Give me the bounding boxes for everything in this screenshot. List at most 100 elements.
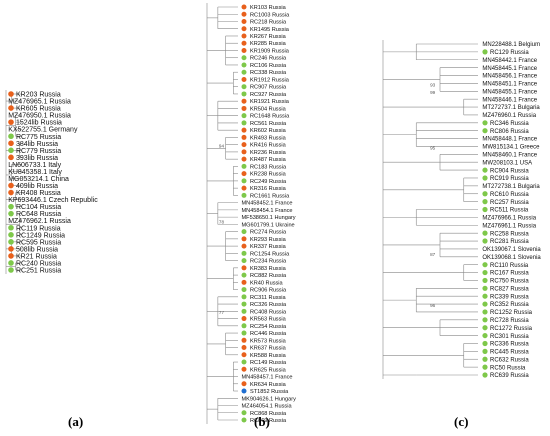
leaf-dot-green	[241, 287, 247, 293]
leaf-dot-green	[241, 192, 247, 198]
leaf-dot-green	[482, 317, 488, 323]
leaf-dot-green	[8, 224, 14, 231]
tree-panel-c: MN228488.1 Belgium RC129 Russia MN458442.1…	[382, 40, 541, 379]
leaf-label: RC779 Russia	[16, 148, 61, 155]
leaf-dot-green	[8, 239, 14, 245]
leaf-label: RC346 Russia	[490, 121, 529, 127]
leaf-label: KR267 Russia	[250, 34, 287, 40]
leaf-dot-green	[8, 203, 14, 210]
leaf-label: RC869 Russia	[250, 418, 287, 424]
leaf-dot-green	[241, 229, 247, 235]
leaf-dot-green	[482, 364, 488, 370]
leaf-label: RC648 Russia	[16, 211, 61, 218]
leaf-dot-orange	[241, 352, 247, 358]
leaf-dot-green	[241, 62, 247, 68]
leaf-label: RC258 Russia	[490, 231, 529, 237]
leaf-label: RC632 Russia	[490, 357, 529, 363]
leaf-label: MN458451.1 France	[482, 82, 537, 88]
leaf-dot-orange	[241, 127, 247, 133]
leaf-label: MZ464054.1 Russia	[242, 404, 293, 410]
leaf-label: RC445 Russia	[490, 350, 529, 356]
bootstrap-value: 95	[430, 145, 436, 150]
leaf-dot-orange	[241, 26, 247, 32]
leaf-label: RC119 Russia	[16, 225, 61, 232]
leaf-label: KR1912 Russia	[250, 77, 290, 83]
leaf-dot-green	[8, 133, 14, 140]
leaf-label: RC167 Russia	[490, 271, 529, 277]
leaf-label: KR634 Russia	[250, 382, 287, 388]
leaf-dot-green	[241, 178, 247, 184]
leaf-dot-green	[482, 199, 488, 205]
leaf-dot-orange	[241, 105, 247, 111]
leaf-label: KR493 Russia	[250, 135, 287, 141]
leaf-dot-green	[241, 55, 247, 61]
leaf-dot-orange	[241, 279, 247, 285]
leaf-dot-orange	[241, 381, 247, 387]
leaf-label: 409lib Russia	[16, 183, 58, 190]
leaf-dot-green	[241, 250, 247, 256]
leaf-label: KR40 Russia	[250, 280, 284, 286]
leaf-dot-green	[241, 330, 247, 336]
leaf-dot-orange	[8, 154, 14, 161]
leaf-label: RC326 Russia	[250, 302, 287, 308]
leaf-dot-green	[482, 120, 488, 126]
leaf-label: KR1909 Russia	[250, 48, 290, 54]
leaf-label: KP693446.1 Czech Republic	[8, 197, 98, 204]
leaf-label: RC827 Russia	[490, 286, 529, 292]
leaf-dot-green	[482, 49, 488, 55]
leaf-label: RC408 Russia	[250, 309, 287, 315]
leaf-dot-orange	[8, 105, 14, 111]
leaf-dot-orange	[241, 236, 247, 242]
leaf-dot-green	[241, 91, 247, 97]
leaf-label: RC868 Russia	[250, 411, 287, 417]
leaf-label: OK139068.1 Slovenia	[482, 255, 541, 261]
leaf-dot-orange	[8, 140, 14, 147]
leaf-label: RC907 Russia	[250, 85, 287, 91]
leaf-dot-orange	[241, 316, 247, 322]
leaf-dot-orange	[8, 253, 14, 259]
leaf-dot-green	[482, 285, 488, 291]
leaf-dot-green	[241, 84, 247, 90]
leaf-label: RC904 Russia	[490, 168, 529, 174]
leaf-label: KR408 Russia	[16, 190, 61, 197]
leaf-dot-green	[241, 258, 247, 264]
leaf-dot-green	[482, 372, 488, 378]
leaf-dot-green	[482, 356, 488, 362]
leaf-dot-orange	[8, 119, 14, 125]
leaf-dot-orange	[241, 98, 247, 104]
leaf-dot-green	[482, 128, 488, 134]
leaf-label: RC234 Russia	[250, 259, 287, 265]
leaf-label: RC240 Russia	[16, 260, 61, 267]
leaf-label: RC639 Russia	[490, 373, 529, 379]
leaf-label: MN458455.1 France	[482, 89, 537, 95]
leaf-label: RC251 Russia	[16, 268, 61, 275]
leaf-dot-orange	[241, 142, 247, 148]
leaf-dot-green	[241, 308, 247, 314]
leaf-label: MN458442.1 France	[482, 58, 537, 64]
leaf-dot-orange	[241, 47, 247, 53]
leaf-label: RC274 Russia	[250, 230, 287, 236]
leaf-label: RC561 Russia	[250, 121, 287, 127]
leaf-label: MZ476960.1 Russia	[482, 113, 536, 119]
leaf-dot-green	[241, 410, 247, 416]
leaf-label: MZ476965.1 Russia	[8, 99, 71, 106]
leaf-label: KR602 Russia	[250, 128, 287, 134]
leaf-dot-orange	[241, 185, 247, 191]
leaf-label: MZ476966.1 Russia	[482, 216, 536, 222]
leaf-label: RC775 Russia	[16, 134, 61, 141]
leaf-label: OK139067.1 Slovenia	[482, 247, 541, 253]
leaf-dot-green	[8, 260, 14, 266]
leaf-label: RC728 Russia	[490, 318, 529, 324]
leaf-dot-green	[482, 269, 488, 276]
leaf-label: RC183 Russia	[250, 164, 287, 170]
leaf-label: 1524lib Russia	[16, 120, 62, 127]
leaf-dot-green	[482, 309, 488, 315]
leaf-label: RC110 Russia	[490, 263, 529, 269]
leaf-label: ST1852 Russia	[250, 389, 289, 395]
leaf-label: RC1003 Russia	[250, 12, 290, 18]
leaf-dot-green	[241, 113, 247, 119]
leaf-dot-green	[482, 340, 488, 347]
leaf-dot-green	[241, 163, 247, 169]
leaf-label: RC352 Russia	[490, 302, 529, 308]
